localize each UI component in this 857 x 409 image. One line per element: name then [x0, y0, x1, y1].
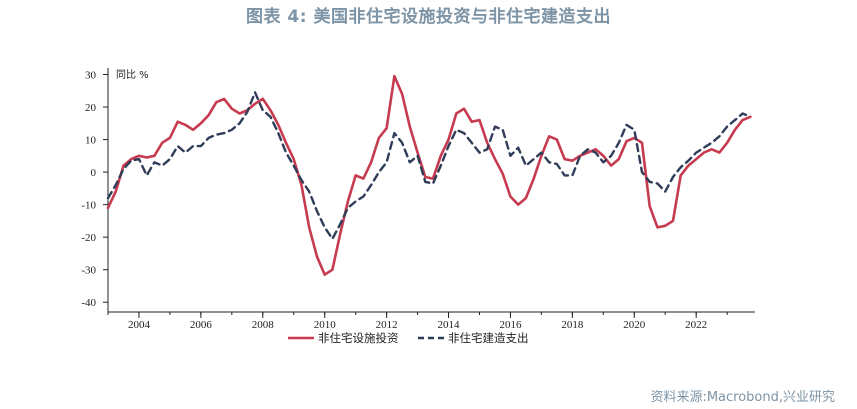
x-tick-label: 2012: [376, 319, 398, 331]
y-tick-label: -40: [81, 297, 96, 309]
y-tick-label: 0: [91, 167, 97, 179]
x-tick-label: 2004: [128, 319, 151, 331]
x-tick-label: 2008: [252, 319, 275, 331]
legend: 非住宅设施投资 非住宅建造支出: [288, 331, 529, 345]
x-tick-label: 2016: [499, 319, 522, 331]
series-line-1: [106, 74, 752, 276]
y-axis-label: 同比 %: [116, 69, 149, 81]
series-line-2: [106, 91, 752, 240]
x-tick-label: 2006: [190, 319, 213, 331]
x-axis: 2004 2006 2008 2010 2012 2014 2016 2018 2020 2022: [107, 311, 755, 331]
y-tick-label: -20: [81, 232, 96, 244]
legend-label-1: 非住宅设施投资: [318, 331, 399, 345]
x-tick-label: 2010: [314, 319, 337, 331]
y-axis: 30 20 10 0 -10 -20 -30 -40: [81, 68, 109, 312]
y-tick-label: 20: [85, 102, 97, 114]
x-tick-label: 2022: [685, 319, 707, 331]
legend-label-2: 非住宅建造支出: [448, 331, 529, 345]
y-tick-label: -10: [81, 200, 96, 212]
x-tick-label: 2018: [561, 319, 584, 331]
y-tick-label: 10: [85, 135, 97, 147]
plot-lines: [106, 74, 752, 276]
x-tick-label: 2020: [623, 319, 646, 331]
y-tick-label: -30: [81, 265, 96, 277]
chart-title: 图表 4: 美国非住宅设施投资与非住宅建造支出: [246, 7, 611, 27]
y-tick-label: 30: [85, 70, 97, 82]
source-note: 资料来源:Macrobond,兴业研究: [650, 390, 835, 405]
x-tick-label: 2014: [438, 319, 461, 331]
